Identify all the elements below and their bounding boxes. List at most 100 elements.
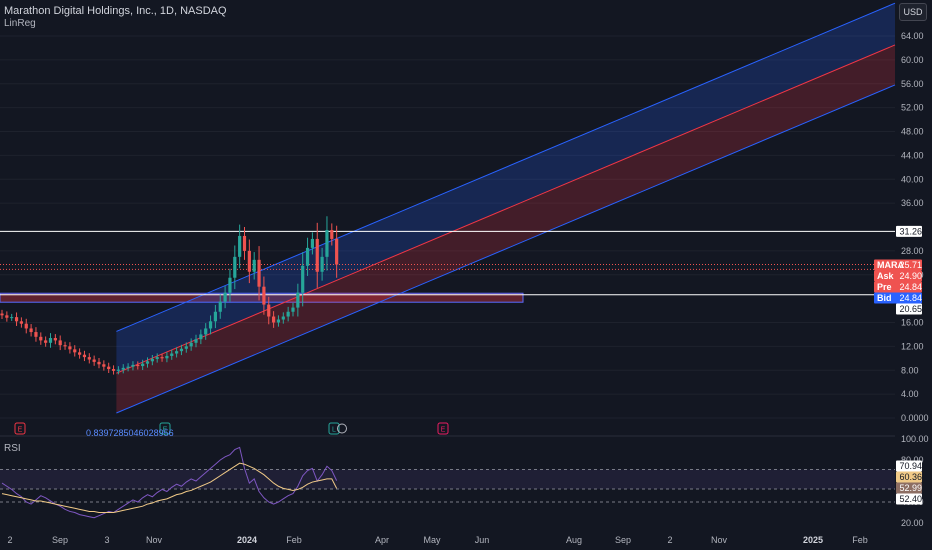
candle-body (10, 317, 14, 319)
rsi-tag-bg (896, 493, 922, 505)
time-tick-label: 2 (667, 535, 672, 545)
channel-upper-band (116, 3, 895, 374)
price-tick-label: 0.0000 (901, 413, 929, 423)
price-tag-bg (874, 270, 922, 282)
earnings-event-icon[interactable]: L (328, 422, 340, 435)
time-axis[interactable]: 2 Sep 3 Nov 2024 Feb Apr May Jun Aug Sep 2 Nov 2025 Fe… (7, 535, 867, 545)
rsi-tag-bg (896, 460, 922, 472)
price-tag-value: 31.26 (899, 226, 922, 236)
candle-body (233, 256, 237, 278)
candle-body (281, 316, 285, 320)
candle-body (73, 349, 77, 353)
event-letter: E (441, 427, 446, 434)
candle-body (330, 229, 334, 239)
candle-body (262, 286, 266, 305)
candle-body (82, 354, 87, 358)
candle-body (179, 348, 184, 352)
rsi-tag-value: 52.99 (899, 483, 922, 493)
price-tick-label: 16.00 (901, 318, 924, 328)
candle-body (29, 328, 33, 333)
rsi-tag-value: 70.94 (899, 461, 922, 471)
price-tick-label: 40.00 (901, 174, 924, 184)
price-tick-label: 28.00 (901, 246, 924, 256)
price-tag-value: 24.84 (899, 282, 922, 292)
candle-body (39, 336, 43, 341)
price-tag-value: 25.71 (899, 260, 922, 270)
event-letter: L (332, 427, 336, 434)
time-tick-label: Sep (615, 535, 631, 545)
event-box (14, 422, 26, 435)
time-tick-label: Feb (852, 535, 868, 545)
price-tag-bg (896, 225, 922, 237)
horizontal-levels[interactable] (0, 230, 895, 296)
symbol-title[interactable]: Marathon Digital Holdings, Inc., 1D, NAS… (4, 5, 227, 17)
price-tag-value: 24.84 (899, 293, 922, 303)
price-tick-label: 52.00 (901, 103, 924, 113)
candle-body (141, 363, 145, 367)
candle-body (131, 364, 135, 367)
earnings-event-icon[interactable]: E (14, 422, 26, 435)
candle-body (315, 238, 319, 272)
rsi-line (1, 446, 338, 519)
time-tick-label: Apr (375, 535, 389, 545)
candle-body (218, 301, 222, 312)
candle-body (189, 342, 193, 347)
candle-body (48, 338, 53, 343)
candle-body (160, 357, 164, 359)
candle-body (92, 359, 96, 362)
candle-body (194, 339, 198, 343)
candle-body (325, 229, 329, 257)
candle-body (63, 345, 67, 347)
candle-body (335, 238, 339, 265)
candle-body (213, 311, 217, 322)
candle-body (24, 323, 28, 329)
candle-body (145, 361, 150, 364)
indicator-legend[interactable]: LinReg (4, 18, 36, 29)
price-tick-label: 60.00 (901, 55, 924, 65)
price-tick-label: 64.00 (901, 31, 924, 41)
candle-body (228, 277, 232, 293)
candle-body (53, 338, 57, 341)
candle-body (116, 369, 120, 371)
candle-body (102, 364, 106, 367)
rsi-legend[interactable]: RSI (4, 443, 21, 454)
candle-body (87, 357, 91, 360)
candle-body (305, 247, 310, 266)
rsi-ma-line (1, 462, 338, 513)
event-box (437, 422, 449, 435)
gridlines (0, 35, 895, 437)
supply-zone-rect (0, 292, 524, 303)
rsi-tick-label: 20.00 (901, 518, 924, 528)
candle-body (5, 315, 9, 318)
channel-upper-line (116, 2, 896, 332)
earnings-event-icon[interactable]: E (437, 422, 449, 435)
candle-body (257, 259, 261, 287)
time-tick-label: 3 (104, 535, 109, 545)
price-tick-label: 48.00 (901, 127, 924, 137)
rsi-tick-label: 100.00 (901, 434, 929, 444)
price-tick-label: 56.00 (901, 79, 924, 89)
currency-button[interactable]: USD (899, 3, 927, 21)
price-tick-label: 12.00 (901, 341, 924, 351)
earnings-event-icon[interactable]: E (159, 422, 171, 435)
rsi-tag-value: 52.40 (899, 494, 922, 504)
candle-body (199, 334, 203, 340)
rsi-band (0, 469, 895, 489)
time-tick-label: Sep (52, 535, 68, 545)
candle-body (238, 235, 242, 257)
candle-body (247, 250, 251, 272)
candle-body (136, 364, 140, 367)
channel-lower-band (116, 44, 895, 413)
price-tag-value: 20.65 (899, 304, 922, 314)
time-tick-label: 2025 (803, 535, 823, 545)
candle-body (175, 351, 179, 354)
regression-value-label: 0.8397285046028956 (86, 428, 174, 438)
price-tick-label: 4.00 (901, 389, 919, 399)
candle-body (107, 366, 111, 370)
rsi-tick-label: 80.00 (901, 455, 924, 465)
candle-body (267, 304, 271, 317)
candle-body (126, 366, 130, 368)
candle-body (272, 316, 276, 323)
